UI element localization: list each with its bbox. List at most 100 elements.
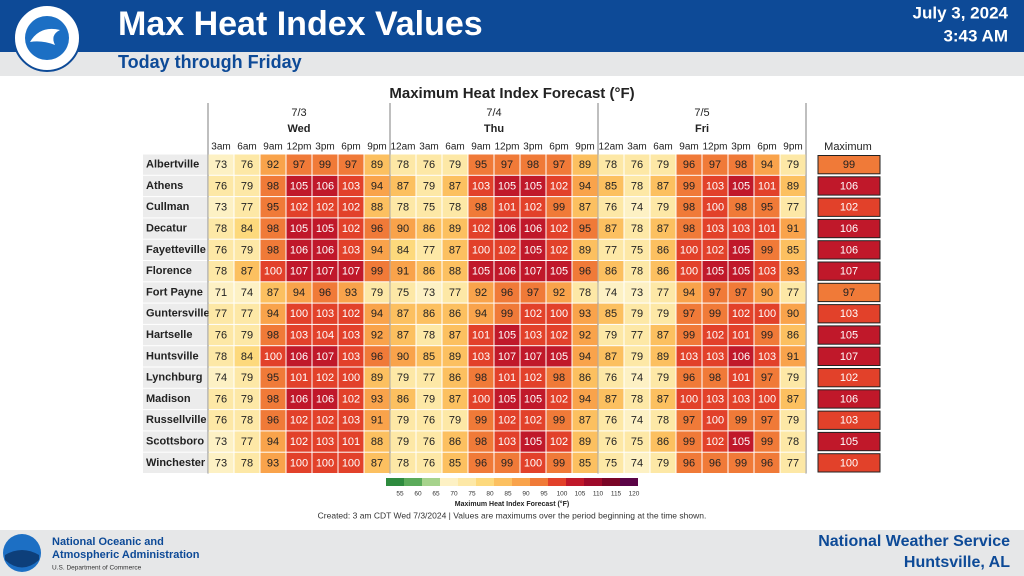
cell-value: 76 [215,329,227,341]
cell-value: 78 [631,393,643,405]
cell-value: 74 [631,202,643,214]
cell [338,218,364,239]
location-name: Guntersville [146,308,210,320]
cell-value: 102 [732,308,750,320]
cell-value: 95 [267,372,279,384]
cell [364,175,390,197]
cell [728,218,754,239]
nws-name: National Weather Service [818,533,1010,550]
cell-value: 98 [475,372,487,384]
cell-value: 78 [631,180,643,192]
cell-value: 101 [472,329,490,341]
legend-label: 95 [540,491,548,498]
legend-label: 70 [450,491,458,498]
cell [468,303,494,324]
cell-value: 97 [553,159,565,171]
legend-label: 65 [432,491,440,498]
cell-value: 93 [345,287,357,299]
cell [286,303,312,324]
cell-value: 102 [498,415,516,427]
cell [754,367,780,388]
header-bar [0,0,1024,52]
cell-value: 106 [290,244,308,256]
cell-value: 88 [371,436,383,448]
legend-label: 105 [575,491,586,498]
cell-value: 86 [657,436,669,448]
cell-value: 93 [579,308,591,320]
cell-value: 79 [787,415,799,427]
cell-value: 78 [215,223,227,235]
cell-value: 91 [787,223,799,235]
cell [780,452,806,473]
legend-swatch [566,478,584,486]
cell [208,239,234,260]
cell-value: 92 [371,329,383,341]
cell [312,282,338,303]
cell [416,239,442,260]
cell-value: 102 [290,202,308,214]
cell [260,175,286,197]
cell-value: 103 [524,329,542,341]
cell [546,239,572,260]
cell [208,324,234,346]
cell [286,197,312,218]
cell [494,239,520,260]
cell-value: 87 [449,329,461,341]
cell [468,218,494,239]
cell [598,367,624,388]
cell-value: 99 [501,308,513,320]
cell-value: 100 [706,202,724,214]
cell-value: 101 [498,202,516,214]
cell-value: 102 [342,202,360,214]
cell [208,431,234,452]
cell-value: 89 [787,180,799,192]
cell [234,154,260,175]
cell-value: 99 [501,457,513,469]
cell [754,346,780,367]
date: July 3, 2024 [913,3,1009,22]
cell [520,367,546,388]
cell-value: 89 [449,351,461,363]
cell-value: 104 [316,329,334,341]
max-value: 102 [840,202,858,214]
name-cell [143,346,207,367]
cell-value: 96 [683,457,695,469]
time-label: 3am [419,142,438,153]
cell [676,154,702,175]
cell [364,261,390,282]
cell [520,452,546,473]
cell [286,175,312,197]
cell [208,452,234,473]
cell-value: 78 [657,415,669,427]
cell [702,282,728,303]
cell-value: 94 [293,287,305,299]
cell-value: 106 [498,266,516,278]
cell [286,324,312,346]
cell [754,431,780,452]
cell [260,197,286,218]
cell [390,303,416,324]
max-value: 103 [840,308,858,320]
cell [260,388,286,410]
cell [416,303,442,324]
legend-swatch [404,478,422,486]
cell-value: 75 [631,244,643,256]
cell [312,410,338,431]
cell [260,410,286,431]
name-cell [143,324,207,346]
cell-value: 79 [657,457,669,469]
cell-value: 105 [472,266,490,278]
cell-value: 85 [423,351,435,363]
org-line1: National Oceanic and [52,536,164,548]
cell [572,388,598,410]
cell-value: 77 [605,244,617,256]
cell [572,197,598,218]
cell-value: 96 [709,457,721,469]
cell-value: 87 [657,329,669,341]
cell [676,324,702,346]
cell [364,367,390,388]
cell [728,452,754,473]
cell [780,303,806,324]
cell-value: 102 [342,308,360,320]
